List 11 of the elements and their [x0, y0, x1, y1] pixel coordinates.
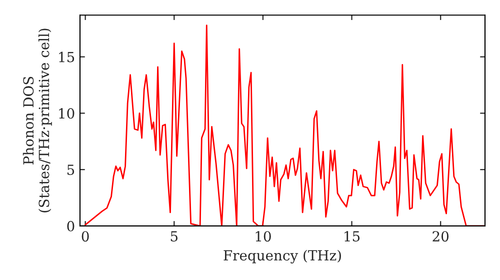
x-tick-label: 10: [256, 231, 271, 242]
y-tick-label: 0: [67, 220, 74, 232]
x-tick-label: 5: [170, 231, 178, 242]
y-tick-label: 10: [59, 108, 74, 119]
x-tick-label: 0: [82, 231, 89, 242]
x-tick-label: 20: [432, 231, 449, 242]
y-tick-label: 15: [59, 52, 74, 62]
x-tick-label: 15: [344, 231, 360, 242]
y-tick-label: 5: [67, 164, 74, 176]
y-axis-title: Phonon DOS (States/THz·primitive cell): [22, 28, 52, 212]
x-axis-title: Frequency (THz): [224, 250, 341, 264]
